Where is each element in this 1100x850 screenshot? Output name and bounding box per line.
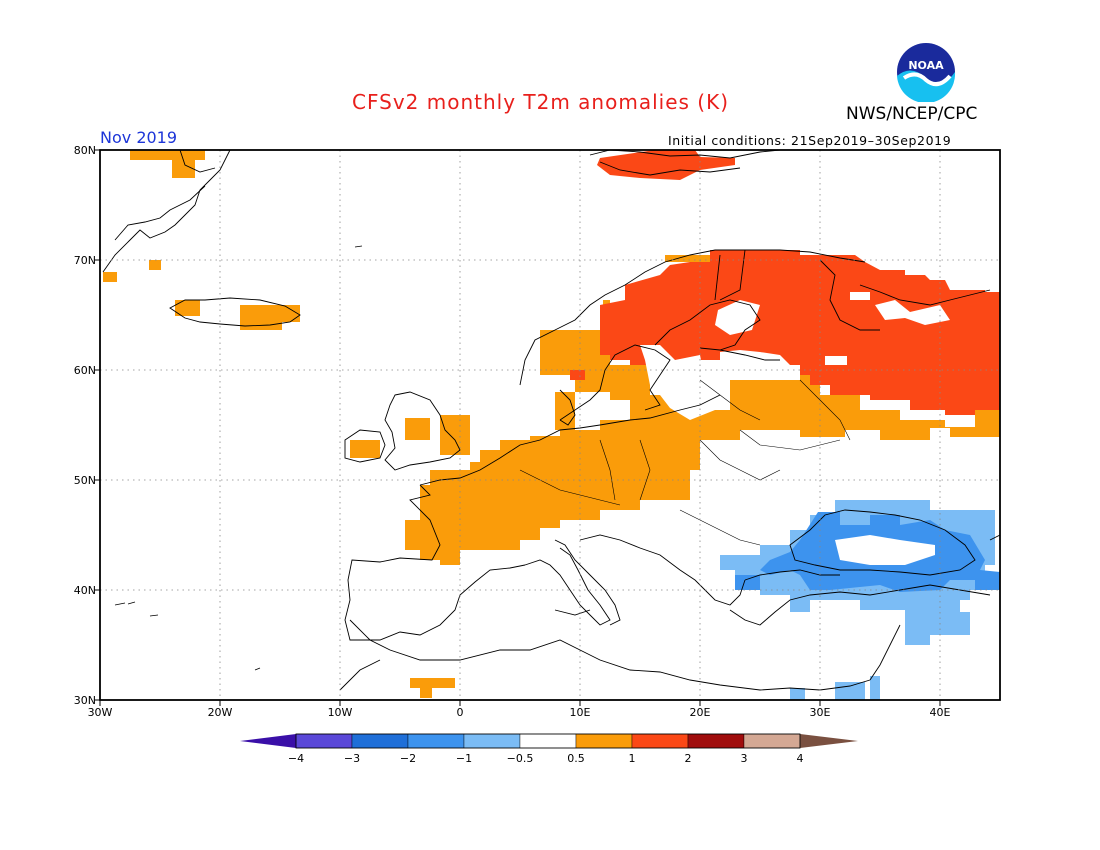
lon-label: 0 [457, 706, 464, 719]
lon-label: 40E [930, 706, 951, 719]
lat-label: 30N [74, 694, 96, 707]
lon-label: 20E [690, 706, 711, 719]
initial-conditions: Initial conditions: 21Sep2019–30Sep2019 [668, 133, 952, 148]
lon-label: 30W [88, 706, 113, 719]
colorbar-cell [407, 733, 465, 749]
colorbar-label: −0.5 [507, 752, 534, 765]
axis-ticks [94, 149, 941, 706]
colorbar-label: 2 [685, 752, 692, 765]
colorbar-cell [463, 733, 521, 749]
chart-title: CFSv2 monthly T2m anomalies (K) [352, 90, 729, 114]
lat-label: 70N [74, 254, 96, 267]
colorbar-cell [295, 733, 353, 749]
coastlines [102, 150, 1000, 691]
lon-label: 20W [208, 706, 233, 719]
agency-label: NWS/NCEP/CPC [846, 104, 978, 124]
lat-label: 40N [74, 584, 96, 597]
lat-label: 80N [74, 144, 96, 157]
colorbar-cell [687, 733, 745, 749]
longitude-labels: 30W 20W 10W 0 10E 20E 30E 40E [88, 706, 951, 719]
colorbar-cell [575, 733, 633, 749]
colorbar-label: 1 [629, 752, 636, 765]
noaa-logo-icon: NOAA [897, 43, 956, 102]
map-frame [99, 149, 1001, 701]
colorbar-cell [351, 733, 409, 749]
lon-label: 30E [810, 706, 831, 719]
colorbar-label: 3 [741, 752, 748, 765]
colorbar-cell [631, 733, 689, 749]
colorbar-label: −1 [456, 752, 472, 765]
colorbar-cell [519, 733, 577, 749]
anomaly-shading [103, 150, 1000, 700]
colorbar-label: −4 [288, 752, 304, 765]
colorbar-label: 4 [797, 752, 804, 765]
graticule [100, 150, 1000, 700]
colorbar-label: 0.5 [567, 752, 585, 765]
lon-label: 10E [570, 706, 591, 719]
colorbar-max-arrow [800, 734, 858, 748]
lon-label: 10W [328, 706, 353, 719]
colorbar: −4 −3 −2 −1 −0.5 0.5 1 2 3 4 [240, 733, 858, 765]
lat-label: 50N [74, 474, 96, 487]
forecast-month: Nov 2019 [100, 128, 178, 147]
svg-text:NOAA: NOAA [908, 59, 944, 72]
colorbar-cell [743, 733, 801, 749]
lat-label: 60N [74, 364, 96, 377]
latitude-labels: 30N 40N 50N 60N 70N 80N [74, 144, 96, 707]
colorbar-label: −2 [400, 752, 416, 765]
colorbar-min-arrow [240, 734, 296, 748]
colorbar-label: −3 [344, 752, 360, 765]
